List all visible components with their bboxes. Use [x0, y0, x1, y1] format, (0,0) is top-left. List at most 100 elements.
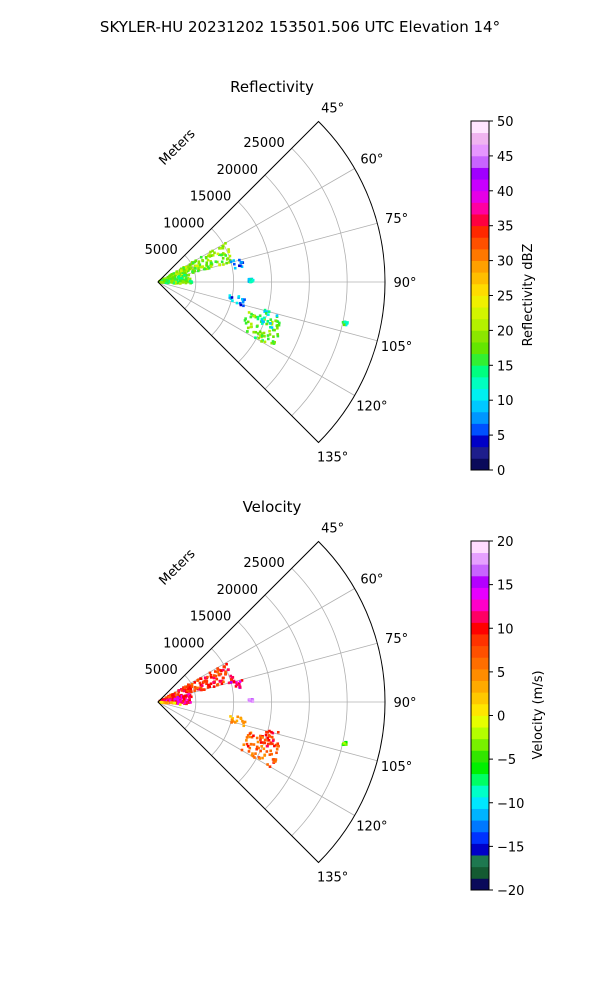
- sector-outline: [157, 120, 386, 444]
- velocity-sector: 45° 60° 75° 90° 105° 120° 135° 5000 10000 15000 20…: [145, 521, 417, 885]
- colorbar-tick-label: 15: [497, 359, 514, 374]
- colorbar-tick-label: 0: [497, 710, 505, 725]
- colorbar-segment: [471, 738, 489, 751]
- colorbar-segment: [471, 330, 489, 343]
- echo-cluster: [260, 308, 279, 329]
- azimuth-tick-label: 135°: [317, 871, 348, 886]
- azimuth-tick-label: 90°: [393, 276, 416, 291]
- radial-tick-label: 5000: [145, 243, 178, 258]
- echo-cluster: [159, 273, 194, 285]
- colorbar-tick-label: 35: [497, 220, 514, 235]
- colorbar-segment: [471, 762, 489, 775]
- azimuth-tick-label: 105°: [381, 760, 412, 775]
- colorbar-segment: [471, 796, 489, 809]
- velocity-title: Velocity: [243, 498, 302, 516]
- reflectivity-title: Reflectivity: [230, 78, 314, 96]
- colorbar-segment: [471, 435, 489, 448]
- colorbar-segment: [471, 400, 489, 413]
- echo-cluster: [341, 320, 349, 327]
- colorbar-tick-label: 20: [497, 324, 514, 339]
- colorbar-tick-label: 5: [497, 429, 505, 444]
- colorbar-tick-label: 40: [497, 185, 514, 200]
- colorbar-segment: [471, 587, 489, 600]
- colorbar-tick-label: 25: [497, 290, 514, 305]
- azimuth-gridline-120: [157, 701, 355, 816]
- echo-cluster: [229, 715, 247, 728]
- reflectivity-sector: 45° 60° 75° 90° 105° 120° 135° 5000 10000 15000 20…: [145, 101, 417, 465]
- colorbar-tick-label: 10: [497, 622, 514, 637]
- colorbar-segment: [471, 318, 489, 331]
- velocity-radial-label: Meters: [157, 546, 199, 588]
- colorbar-segment: [471, 214, 489, 227]
- azimuth-tick-label: 60°: [360, 153, 383, 168]
- colorbar-segment: [471, 225, 489, 238]
- colorbar-segment: [471, 831, 489, 844]
- colorbar-segment: [471, 820, 489, 833]
- echo-cluster: [259, 729, 280, 748]
- colorbar-segment: [471, 388, 489, 401]
- radial-tick-label: 10000: [163, 636, 204, 651]
- colorbar-segment: [471, 878, 489, 891]
- echo-cluster: [158, 692, 193, 706]
- echo-cluster: [228, 294, 246, 308]
- colorbar-segment: [471, 342, 489, 355]
- reflectivity-panel: Reflectivity 45°60°75°90°105°120°135°500…: [145, 78, 536, 479]
- echo-cluster: [240, 731, 280, 768]
- colorbar-segment: [471, 376, 489, 389]
- echo-cluster: [341, 740, 348, 746]
- colorbar-segment: [471, 541, 489, 554]
- azimuth-gridline-60: [157, 168, 355, 283]
- radial-tick-label: 15000: [190, 610, 231, 625]
- echo-cluster: [247, 698, 255, 703]
- colorbar-tick-label: −20: [497, 884, 524, 899]
- colorbar-segment: [471, 634, 489, 647]
- colorbar-segment: [471, 552, 489, 565]
- radial-tick-label: 10000: [163, 216, 204, 231]
- sector-outline: [157, 540, 386, 864]
- colorbar-segment: [471, 458, 489, 471]
- colorbar-segment: [471, 411, 489, 424]
- velocity-colorbar: −20 −15 −10 −5 0 5 10 15 20: [470, 535, 524, 899]
- colorbar-segment: [471, 843, 489, 856]
- colorbar-segment: [471, 750, 489, 763]
- colorbar-segment: [471, 599, 489, 612]
- colorbar-segment: [471, 446, 489, 459]
- echo-cluster: [247, 277, 255, 284]
- velocity-panel: Velocity 45°60°75°90°105°120°135°5000100…: [145, 498, 546, 899]
- radial-tick-label: 20000: [217, 583, 258, 598]
- colorbar-segment: [471, 575, 489, 588]
- azimuth-tick-label: 60°: [360, 573, 383, 588]
- colorbar-segment: [471, 155, 489, 168]
- colorbar-tick-label: 50: [497, 115, 514, 130]
- colorbar-segment: [471, 855, 489, 868]
- azimuth-tick-label: 45°: [321, 521, 344, 536]
- colorbar-segment: [471, 668, 489, 681]
- colorbar-tick-label: 0: [497, 464, 505, 479]
- colorbar-tick-label: −5: [497, 753, 516, 768]
- radial-tick-label: 25000: [243, 556, 284, 571]
- azimuth-tick-label: 45°: [321, 101, 344, 116]
- colorbar-segment: [471, 202, 489, 215]
- colorbar-segment: [471, 307, 489, 320]
- azimuth-gridline-75: [157, 222, 378, 283]
- colorbar-segment: [471, 272, 489, 285]
- colorbar-tick-label: −10: [497, 797, 524, 812]
- radial-tick-label: 20000: [217, 163, 258, 178]
- reflectivity-colorbar-label: Reflectivity dBZ: [521, 244, 536, 347]
- echo-cluster: [229, 679, 244, 689]
- colorbar-segment: [471, 260, 489, 273]
- colorbar-segment: [471, 680, 489, 693]
- colorbar-segment: [471, 564, 489, 577]
- colorbar-segment: [471, 132, 489, 145]
- colorbar-segment: [471, 866, 489, 879]
- echo-cluster: [229, 258, 245, 270]
- colorbar-segment: [471, 295, 489, 308]
- colorbar-tick-label: 20: [497, 535, 514, 550]
- colorbar-tick-label: 30: [497, 255, 514, 270]
- echo-cluster: [243, 311, 281, 345]
- azimuth-gridline-60: [157, 588, 355, 703]
- colorbar-segment: [471, 121, 489, 134]
- colorbar-tick-label: 45: [497, 150, 514, 165]
- colorbar-segment: [471, 808, 489, 821]
